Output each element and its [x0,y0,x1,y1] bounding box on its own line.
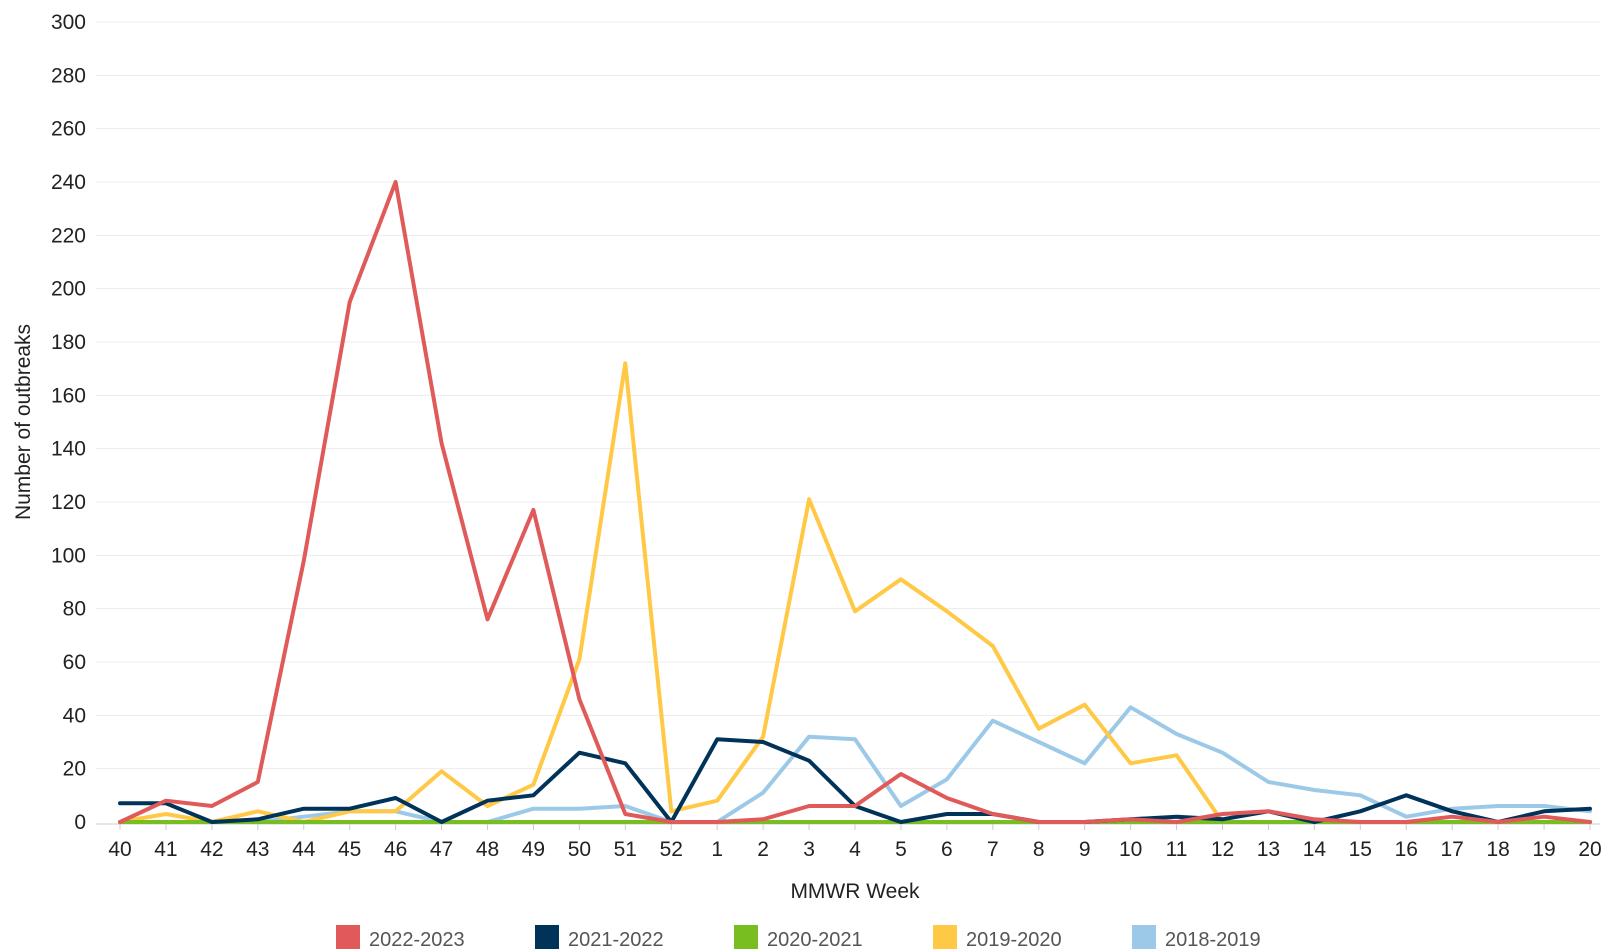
x-tick-label: 9 [1079,838,1091,861]
x-tick-label: 3 [803,838,815,861]
x-tick-label: 15 [1349,838,1372,861]
legend-label: 2020-2021 [767,929,863,950]
legend-swatch [1132,925,1156,949]
y-tick-label: 20 [63,758,86,781]
x-tick-label: 50 [568,838,591,861]
y-tick-label: 280 [51,64,86,87]
y-axis-title: Number of outbreaks [12,324,35,520]
x-tick-label: 52 [660,838,683,861]
legend-label: 2019-2020 [966,929,1062,950]
x-tick-label: 42 [200,838,223,861]
x-tick-label: 20 [1578,838,1601,861]
y-tick-label: 160 [51,384,86,407]
x-tick-label: 1 [711,838,723,861]
y-tick-label: 140 [51,438,86,461]
x-tick-label: 48 [476,838,499,861]
x-axis-ticks: 40 41 42 43 44 45 46 47 48 49 50 51 52 1 2 3 4 5 6 7 8 9 10 11 1… [108,824,1602,861]
series-line-2019-2020 [118,361,1592,824]
x-tick-label: 44 [292,838,316,861]
x-tick-label: 16 [1395,838,1418,861]
x-tick-label: 11 [1166,838,1188,861]
x-tick-label: 41 [154,838,177,861]
y-tick-label: 100 [51,544,86,567]
y-tick-label: 260 [51,118,86,141]
y-tick-label: 300 [51,11,86,34]
x-tick-label: 46 [384,838,407,861]
x-tick-label: 43 [246,838,269,861]
y-axis-ticks: 0 20 40 60 80 100 120 140 160 180 200 220 240 260 280 3… [51,11,86,834]
series-line-2022-2023 [118,180,1592,824]
legend: 2022-2023 2021-2022 2020-2021 2019-2020 2018… [336,925,1261,950]
y-tick-label: 220 [51,224,86,247]
x-tick-label: 40 [108,838,131,861]
x-tick-label: 51 [614,838,637,861]
x-tick-label: 47 [430,838,453,861]
y-tick-label: 180 [51,331,86,354]
x-tick-label: 19 [1532,838,1555,861]
x-tick-label: 17 [1441,838,1464,861]
x-tick-label: 4 [849,838,861,861]
x-tick-label: 5 [895,838,907,861]
legend-swatch [734,925,758,949]
y-tick-label: 60 [63,651,86,674]
y-tick-label: 120 [51,491,86,514]
x-tick-label: 10 [1119,838,1142,861]
gridlines [96,21,1600,770]
x-tick-label: 7 [987,838,999,861]
x-tick-label: 6 [941,838,953,861]
x-tick-label: 18 [1486,838,1509,861]
y-tick-label: 240 [51,171,86,194]
x-tick-label: 49 [522,838,545,861]
x-axis-title: MMWR Week [790,880,920,903]
x-tick-label: 45 [338,838,361,861]
legend-swatch [336,925,360,949]
legend-label: 2022-2023 [369,929,465,950]
series-line-2021-2022 [118,737,1592,824]
legend-label: 2018-2019 [1165,929,1261,950]
y-tick-label: 0 [74,811,86,834]
legend-label: 2021-2022 [568,929,664,950]
y-tick-label: 200 [51,278,86,301]
x-tick-label: 13 [1257,838,1280,861]
series-lines [118,180,1592,824]
x-tick-label: 2 [757,838,769,861]
y-tick-label: 80 [63,598,86,621]
x-tick-label: 8 [1033,838,1045,861]
x-tick-label: 14 [1303,838,1327,861]
legend-swatch [535,925,559,949]
legend-swatch [933,925,957,949]
y-tick-label: 40 [63,704,86,727]
x-tick-label: 12 [1211,838,1234,861]
